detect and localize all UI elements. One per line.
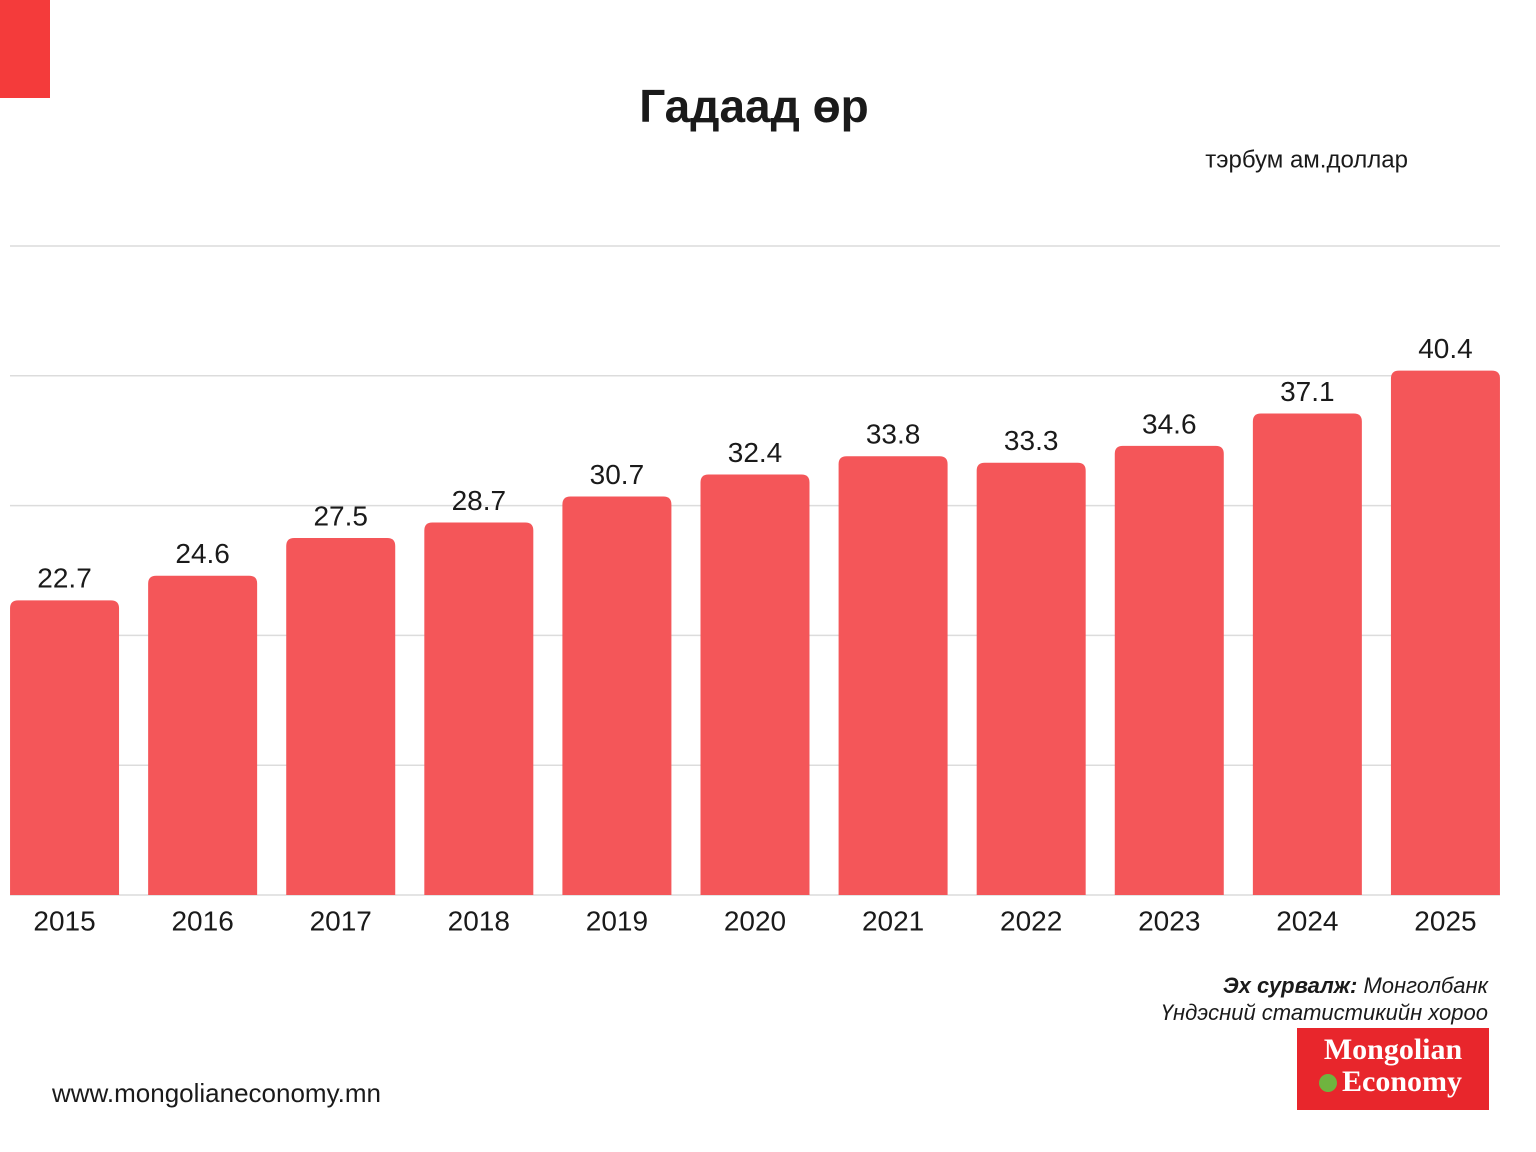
bar (976, 462, 1086, 895)
value-label: 34.6 (1142, 408, 1197, 439)
value-label: 33.8 (866, 419, 921, 450)
bar (700, 474, 810, 895)
x-tick-label: 2024 (1276, 905, 1338, 936)
bar (562, 496, 672, 895)
value-label: 37.1 (1280, 376, 1335, 407)
value-label: 40.4 (1418, 333, 1473, 364)
x-tick-label: 2021 (862, 905, 924, 936)
logo-text: Mongolian (1324, 1033, 1463, 1066)
source: Эх сурвалж: Монголбанк (1223, 973, 1490, 998)
value-label: 28.7 (452, 485, 507, 516)
logo-box (1297, 1028, 1489, 1110)
x-tick-label: 2019 (586, 905, 648, 936)
logo-text: Economy (1342, 1065, 1462, 1098)
source-label: Эх сурвалж: (1223, 973, 1358, 998)
logo-leaf (1319, 1074, 1337, 1092)
unit-label: тэрбум ам.доллар (1205, 146, 1408, 173)
source-name: Монголбанк (1363, 973, 1489, 998)
website: www.mongolianeconomy.mn (51, 1078, 381, 1108)
value-label: 24.6 (175, 538, 230, 569)
value-label: 33.3 (1004, 425, 1059, 456)
bars: 2015 22.7 2016 24.6 2017 27.5 2018 28.7 2019 30.7… (10, 333, 1500, 936)
x-tick-label: 2015 (33, 905, 95, 936)
bar (286, 538, 396, 895)
value-label: 22.7 (37, 563, 92, 594)
x-tick-label: 2018 (448, 905, 510, 936)
chart-title: Гадаад өр (639, 80, 869, 132)
corner-accent (0, 0, 50, 98)
bar (1390, 370, 1500, 895)
bar (1252, 413, 1362, 895)
value-label: 32.4 (728, 437, 783, 468)
value-label: 27.5 (313, 500, 368, 531)
x-tick-label: 2023 (1138, 905, 1200, 936)
source-name: Үндэсний статистикийн хороо (1161, 1000, 1488, 1025)
bar (10, 600, 120, 895)
bar (838, 456, 948, 895)
value-label: 30.7 (590, 459, 645, 490)
x-tick-label: 2020 (724, 905, 786, 936)
x-tick-label: 2016 (171, 905, 233, 936)
x-tick-label: 2017 (310, 905, 372, 936)
bar (424, 522, 534, 895)
x-tick-label: 2025 (1414, 905, 1476, 936)
bar (148, 575, 258, 895)
bar (1114, 445, 1224, 895)
x-tick-label: 2022 (1000, 905, 1062, 936)
